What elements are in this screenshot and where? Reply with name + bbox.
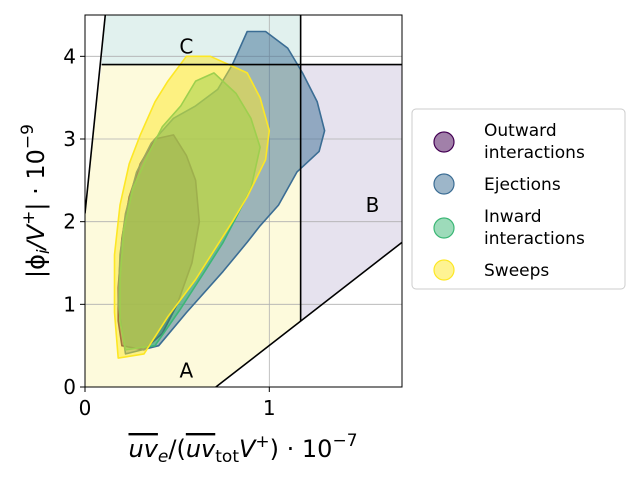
y-label-V: /V xyxy=(22,223,50,251)
x-axis-label: uve/(uvtotV+) · 10−7 xyxy=(128,431,357,467)
legend-marker-outward xyxy=(433,131,455,153)
x-label-times: ) · 10 xyxy=(270,435,333,463)
boundary-line-3 xyxy=(215,241,402,387)
legend-label-inward: Inward interactions xyxy=(484,207,585,249)
y-tick-label: 0 xyxy=(63,375,76,399)
boundary-layer xyxy=(85,15,402,387)
y-axis-label: |ϕi/V+| · 10−9 xyxy=(18,124,54,278)
legend-label-outward: Outward interactions xyxy=(484,121,585,163)
x-label-sub-e: e xyxy=(158,447,168,467)
legend-frame xyxy=(411,108,626,290)
y-label-phi: |ϕ xyxy=(22,254,50,278)
x-label-open: /( xyxy=(168,435,185,463)
contour-sweeps xyxy=(113,55,271,359)
legend-label-ejections: Ejections xyxy=(484,175,561,195)
legend: Outward interactions Ejections Inward inte… xyxy=(411,108,626,290)
x-label-overline-uv-e: uv xyxy=(128,435,158,463)
y-label-sup-plus: + xyxy=(19,211,39,225)
region-b xyxy=(300,64,402,321)
y-tick-label: 1 xyxy=(63,292,76,316)
boundary-line-0 xyxy=(85,15,107,214)
x-label-V: V xyxy=(239,435,257,463)
y-label-times: | · 10 xyxy=(22,149,50,211)
plot-frame xyxy=(84,14,403,388)
y-label-exp: −9 xyxy=(18,124,38,149)
y-tick-label: 3 xyxy=(63,127,76,151)
x-label-overline-uv-tot: uv xyxy=(186,435,216,463)
tick-layer: 0 1 0 1 2 3 4 xyxy=(63,44,275,420)
x-tick-label: 0 xyxy=(79,396,92,420)
region-label-b: B xyxy=(366,193,380,217)
region-label-c: C xyxy=(179,34,193,58)
x-label-exp: −7 xyxy=(332,431,357,451)
y-label-sub-i: i xyxy=(34,249,54,254)
y-tick-label: 2 xyxy=(63,210,76,234)
x-label-sup-plus: + xyxy=(255,432,269,452)
x-tick-label: 1 xyxy=(263,396,276,420)
x-label-sub-tot: tot xyxy=(215,447,239,467)
y-tick-label: 4 xyxy=(63,44,76,68)
legend-label-sweeps: Sweeps xyxy=(484,261,549,281)
legend-marker-inward xyxy=(433,217,455,239)
legend-marker-ejections xyxy=(433,173,455,195)
region-label-a: A xyxy=(180,358,194,382)
region-label-layer: A B C xyxy=(179,34,379,382)
legend-marker-sweeps xyxy=(433,259,455,281)
series-layer xyxy=(113,30,326,359)
